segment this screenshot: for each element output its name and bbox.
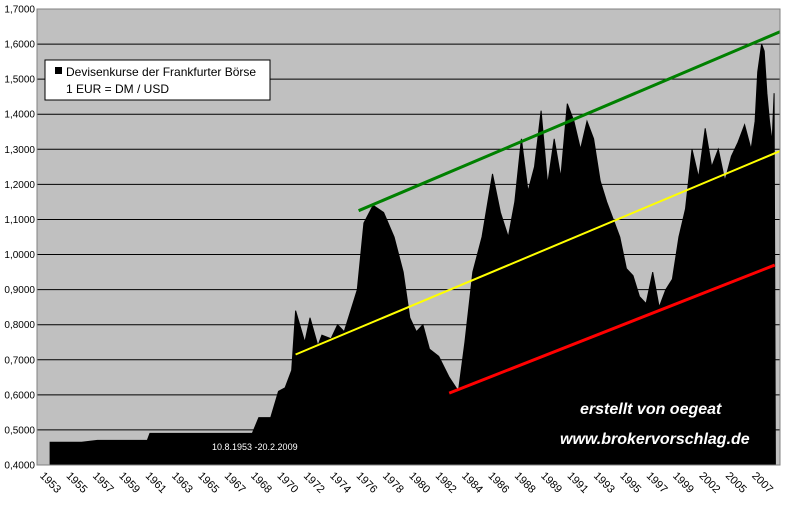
series-area-path	[49, 43, 780, 466]
x-tick-label: 1963	[169, 470, 195, 496]
x-tick-label: 1986	[486, 470, 512, 496]
x-tick-label: 1999	[670, 470, 696, 496]
x-tick-label: 1978	[380, 470, 406, 496]
x-tick-label: 1984	[459, 470, 485, 496]
credit-website: www.brokervorschlag.de	[560, 431, 750, 448]
legend-swatch	[55, 67, 62, 74]
x-axis: 1953 1955 1957 1959 1961 1963 1965 1967 1968 1970…	[37, 470, 775, 496]
y-tick-label: 1,3000	[4, 145, 35, 156]
x-tick-label: 2002	[696, 470, 722, 496]
y-tick-label: 1,1000	[4, 215, 35, 226]
credit-author: erstellt von oegeat	[580, 401, 722, 418]
x-tick-label: 1993	[591, 470, 617, 496]
x-tick-label: 1955	[64, 470, 90, 496]
x-tick-label: 1988	[512, 470, 538, 496]
x-tick-label: 1957	[90, 470, 116, 496]
x-tick-label: 1997	[644, 470, 670, 496]
y-tick-label: 0,6000	[4, 390, 35, 401]
y-tick-label: 0,8000	[4, 320, 35, 331]
y-tick-label: 0,9000	[4, 285, 35, 296]
series-area	[49, 43, 780, 466]
x-tick-label: 1995	[617, 470, 643, 496]
y-tick-label: 1,2000	[4, 180, 35, 191]
x-tick-label: 1961	[143, 470, 169, 496]
legend-box	[44, 59, 271, 101]
x-tick-label: 1976	[354, 470, 380, 496]
y-tick-label: 1,0000	[4, 250, 35, 261]
y-tick-label: 0,4000	[4, 461, 35, 472]
trend-lines	[295, 30, 781, 395]
y-axis: 0,4000 0,5000 0,6000 0,7000 0,8000 0,9000 1,00…	[4, 5, 35, 472]
y-tick-label: 1,7000	[4, 5, 35, 16]
legend-entry-2: 1 EUR = DM / USD	[66, 82, 169, 96]
y-tick-label: 0,7000	[4, 355, 35, 366]
trend-line	[358, 30, 781, 213]
y-tick-label: 1,5000	[4, 75, 35, 86]
x-tick-label: 1972	[301, 470, 327, 496]
x-tick-label: 1991	[565, 470, 591, 496]
x-tick-label: 2005	[723, 470, 749, 496]
x-tick-label: 1965	[195, 470, 221, 496]
x-tick-label: 1959	[116, 470, 142, 496]
legend: Devisenkurse der Frankfurter Börse 1 EUR…	[44, 59, 271, 101]
x-tick-label: 1970	[275, 470, 301, 496]
x-tick-label: 1974	[327, 470, 353, 496]
y-tick-label: 1,6000	[4, 40, 35, 51]
x-tick-label: 1989	[538, 470, 564, 496]
legend-entry-1: Devisenkurse der Frankfurter Börse	[66, 65, 256, 79]
plot-border	[36, 8, 781, 466]
trend-line	[448, 263, 776, 395]
trend-line	[295, 150, 781, 356]
y-tick-label: 1,4000	[4, 110, 35, 121]
x-tick-label: 2007	[749, 470, 775, 496]
date-range-label: 10.8.1953 -20.2.2009	[212, 442, 298, 452]
x-tick-label: 1953	[37, 470, 63, 496]
x-tick-label: 1968	[248, 470, 274, 496]
x-tick-label: 1967	[222, 470, 248, 496]
x-tick-label: 1982	[433, 470, 459, 496]
y-tick-label: 0,5000	[4, 425, 35, 436]
x-tick-label: 1980	[406, 470, 432, 496]
